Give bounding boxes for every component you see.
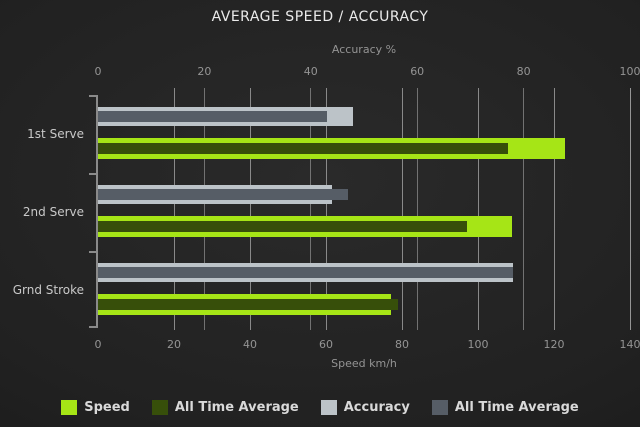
legend-item-all-time-average[interactable]: All Time Average (151, 399, 299, 415)
bottom-axis-tick-label: 40 (243, 338, 257, 351)
accuracy-avg-bar[interactable] (98, 267, 513, 278)
bottom-axis-tick-label: 140 (619, 338, 640, 351)
y-axis-tick (89, 95, 98, 97)
accuracy-gridline (523, 88, 524, 330)
speed-avg-bar[interactable] (98, 299, 398, 310)
accuracy-avg-bar[interactable] (98, 189, 348, 200)
legend-label: Speed (84, 399, 130, 415)
accuracy-gridline (417, 88, 418, 330)
speed-gridline (326, 88, 327, 330)
top-axis-title: Accuracy % (331, 43, 397, 56)
legend-swatch-icon (320, 399, 337, 415)
speed-avg-bar[interactable] (98, 143, 508, 154)
legend-label: All Time Average (174, 399, 299, 415)
speed-avg-bar[interactable] (98, 221, 467, 232)
legend-label: All Time Average (454, 399, 579, 415)
speed-gridline (402, 88, 403, 330)
bottom-axis-tick-label: 60 (319, 338, 333, 351)
top-axis-tick-label: 20 (197, 65, 212, 78)
y-axis-tick (89, 173, 98, 175)
accuracy-avg-bar[interactable] (98, 111, 327, 122)
top-axis-tick-label: 40 (303, 65, 318, 78)
category-label: Grnd Stroke (12, 283, 84, 297)
legend-label: Accuracy (343, 399, 410, 415)
bottom-axis-tick-label: 0 (94, 338, 102, 351)
top-axis-tick-label: 60 (410, 65, 425, 78)
legend-item-accuracy[interactable]: Accuracy (320, 399, 410, 415)
top-axis-tick-label: 80 (516, 65, 531, 78)
legend: Speed All Time Average Accuracy All Time Av… (0, 395, 640, 419)
legend-swatch-icon (151, 399, 168, 415)
y-axis-tick (89, 251, 98, 253)
bottom-axis-tick-label: 100 (467, 338, 489, 351)
y-axis-line (96, 95, 98, 327)
legend-swatch-icon (431, 399, 448, 415)
top-axis-tick-label: 0 (94, 65, 102, 78)
speed-gridline (174, 88, 175, 330)
bottom-axis-tick-label: 80 (395, 338, 409, 351)
speed-gridline (478, 88, 479, 330)
top-axis-tick-label: 100 (619, 65, 640, 78)
legend-item-speed[interactable]: Speed (61, 399, 130, 415)
category-label: 2nd Serve (22, 205, 84, 219)
accuracy-gridline (310, 88, 311, 330)
bottom-axis-tick-label: 20 (167, 338, 181, 351)
accuracy-gridline (630, 88, 631, 330)
bottom-axis-tick-label: 120 (543, 338, 565, 351)
speed-gridline (250, 88, 251, 330)
bottom-axis-title: Speed km/h (331, 357, 397, 370)
speed-gridline (554, 88, 555, 330)
y-axis-tick (89, 326, 98, 328)
accuracy-gridline (204, 88, 205, 330)
legend-swatch-icon (61, 399, 78, 415)
legend-item-all-time-average[interactable]: All Time Average (431, 399, 579, 415)
category-label: 1st Serve (27, 127, 84, 141)
chart-title: AVERAGE SPEED / ACCURACY (211, 9, 429, 25)
